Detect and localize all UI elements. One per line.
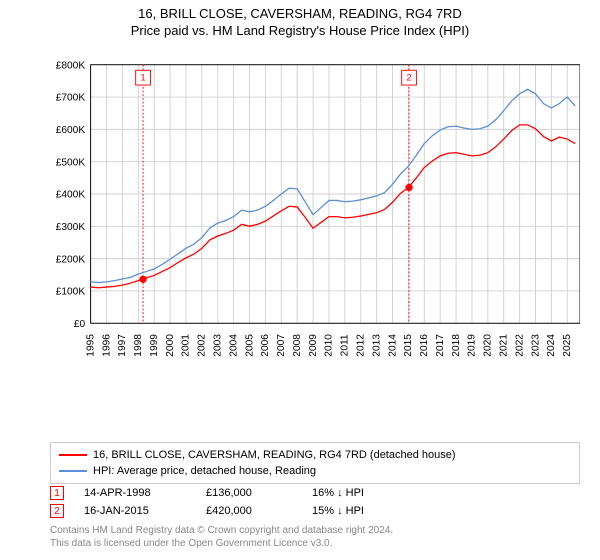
chart-title: 16, BRILL CLOSE, CAVERSHAM, READING, RG4…	[0, 6, 600, 21]
sale-marker-dot	[139, 276, 146, 283]
y-axis-label: £100K	[56, 287, 86, 298]
sale-date: 16-JAN-2015	[70, 505, 200, 517]
y-axis-label: £600K	[56, 125, 86, 136]
series-hpi	[91, 89, 576, 282]
legend-label: 16, BRILL CLOSE, CAVERSHAM, READING, RG4…	[93, 449, 456, 461]
sale-row: 1 14-APR-1998 £136,000 16% ↓ HPI	[50, 484, 580, 502]
x-axis-label: 2023	[530, 334, 541, 357]
sale-row: 2 16-JAN-2015 £420,000 15% ↓ HPI	[50, 502, 580, 520]
x-axis-label: 1997	[117, 334, 128, 357]
sale-marker-number: 2	[406, 73, 411, 83]
x-axis-label: 2010	[324, 334, 335, 357]
x-axis-label: 1998	[133, 334, 144, 357]
x-axis-label: 2002	[197, 334, 208, 357]
x-axis-label: 2018	[451, 334, 462, 357]
x-axis-label: 2008	[292, 334, 303, 357]
y-axis-label: £300K	[56, 222, 86, 233]
chart-title-block: 16, BRILL CLOSE, CAVERSHAM, READING, RG4…	[0, 0, 600, 38]
x-axis-label: 2004	[228, 334, 239, 357]
x-axis-label: 2012	[356, 334, 367, 357]
sale-price: £420,000	[206, 505, 306, 517]
x-axis-label: 2016	[419, 334, 430, 357]
chart-legend: 16, BRILL CLOSE, CAVERSHAM, READING, RG4…	[50, 442, 580, 484]
sale-marker-dot	[405, 184, 412, 191]
legend-label: HPI: Average price, detached house, Read…	[93, 465, 316, 477]
x-axis-label: 1996	[101, 334, 112, 357]
x-axis-label: 2000	[165, 334, 176, 357]
line-chart: £0 £100K £200K £300K £400K £500K £600K £700K £80…	[50, 48, 580, 388]
x-axis-label: 2017	[435, 334, 446, 357]
x-axis-label: 2005	[244, 334, 255, 357]
x-axis-label: 2003	[213, 334, 224, 357]
x-axis-label: 2013	[371, 334, 382, 357]
x-axis-label: 2006	[260, 334, 271, 357]
sale-delta: 16% ↓ HPI	[312, 487, 402, 499]
chart-footer: Contains HM Land Registry data © Crown c…	[50, 524, 580, 550]
x-axis-label: 2020	[483, 334, 494, 357]
x-axis-label: 2024	[546, 334, 557, 357]
x-axis-label: 2014	[387, 334, 398, 357]
x-axis-label: 2001	[181, 334, 192, 357]
footer-line-1: Contains HM Land Registry data © Crown c…	[50, 524, 580, 537]
legend-swatch	[59, 454, 87, 456]
sale-date: 14-APR-1998	[70, 487, 200, 499]
y-axis-label: £200K	[56, 254, 86, 265]
legend-row: 16, BRILL CLOSE, CAVERSHAM, READING, RG4…	[59, 447, 571, 463]
chart-area: £0 £100K £200K £300K £400K £500K £600K £700K £80…	[50, 48, 580, 388]
x-axis-label: 2022	[514, 334, 525, 357]
sale-delta: 15% ↓ HPI	[312, 505, 402, 517]
sales-table: 1 14-APR-1998 £136,000 16% ↓ HPI 2 16-JAN-201…	[50, 484, 580, 520]
sale-marker-number: 1	[140, 73, 145, 83]
x-axis-label: 2007	[276, 334, 287, 357]
y-axis-label: £500K	[56, 157, 86, 168]
sale-price: £136,000	[206, 487, 306, 499]
y-axis-label: £0	[74, 319, 86, 330]
x-axis-label: 2025	[562, 334, 573, 357]
x-axis-label: 2019	[467, 334, 478, 357]
chart-subtitle: Price paid vs. HM Land Registry's House …	[0, 23, 600, 38]
sale-marker-badge: 1	[50, 486, 64, 500]
x-axis-label: 2021	[499, 334, 510, 357]
x-axis-label: 2011	[340, 334, 351, 356]
x-axis-label: 2009	[308, 334, 319, 357]
y-axis-label: £800K	[56, 60, 86, 71]
sale-marker-badge: 2	[50, 504, 64, 518]
x-axis-label: 1999	[149, 334, 160, 357]
y-axis-label: £400K	[56, 190, 86, 201]
x-axis-label: 2015	[403, 334, 414, 357]
x-axis-label: 1995	[85, 334, 96, 357]
footer-line-2: This data is licensed under the Open Gov…	[50, 537, 580, 550]
legend-row: HPI: Average price, detached house, Read…	[59, 463, 571, 479]
legend-swatch	[59, 470, 87, 472]
y-axis-label: £700K	[56, 93, 86, 104]
